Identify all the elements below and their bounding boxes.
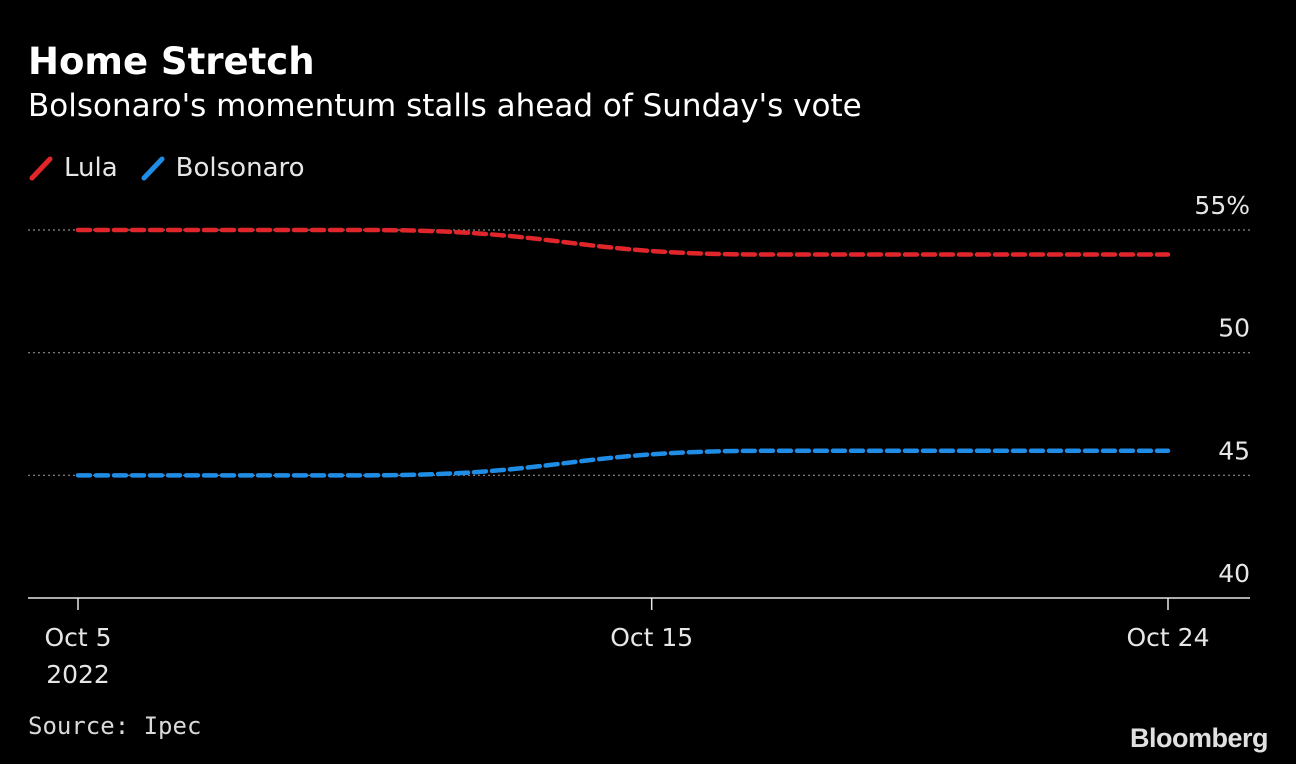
bloomberg-logo: Bloomberg	[1129, 723, 1269, 753]
x-tick-label: Oct 15	[610, 623, 693, 652]
legend-label-bolsonaro: Bolsonaro	[175, 153, 305, 183]
chart-subtitle: Bolsonaro's momentum stalls ahead of Sun…	[28, 88, 862, 124]
legend-item-lula: Lula	[28, 153, 118, 183]
y-tick-label: 40	[1218, 559, 1250, 588]
chart-title: Home Stretch	[28, 40, 315, 83]
y-tick-label: 55%	[1194, 191, 1250, 220]
x-axis	[28, 597, 1250, 610]
legend-swatch-bolsonaro-icon	[141, 156, 165, 181]
y-tick-label: 45	[1218, 436, 1250, 465]
y-tick-label: 50	[1218, 314, 1250, 343]
series-line-bolsonaro	[75, 448, 1171, 478]
x-tick-label: Oct 5	[44, 623, 111, 652]
source-note: Source: Ipec	[28, 712, 202, 740]
legend-swatch-lula-icon	[29, 156, 53, 181]
series-layer	[75, 227, 1171, 478]
legend-label-lula: Lula	[64, 153, 118, 183]
legend-item-bolsonaro: Bolsonaro	[140, 153, 305, 183]
label-layer: 55% 50 45 40 Oct 5 2022 Oct 15 Oct 24	[44, 191, 1250, 689]
grid-layer	[28, 229, 1250, 476]
x-tick-label: Oct 24	[1127, 623, 1210, 652]
series-line-lula	[75, 227, 1171, 257]
x-tick-sublabel: 2022	[46, 660, 110, 689]
chart-legend: Lula Bolsonaro	[28, 150, 327, 186]
